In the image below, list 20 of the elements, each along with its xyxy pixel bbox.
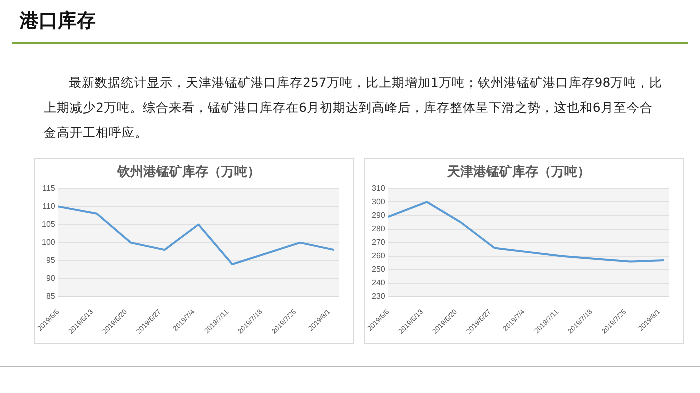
text: 港口库存: [20, 9, 96, 34]
y-tick-label: 310: [372, 184, 386, 193]
y-tick-label: 240: [372, 278, 386, 288]
y-tick-label: 100: [42, 238, 56, 248]
y-tick-label: 115: [42, 184, 56, 193]
y-tick-label: 90: [46, 274, 56, 284]
y-tick-label: 290: [372, 210, 386, 220]
y-tick-label: 300: [372, 197, 386, 206]
chart-title: 钦州港锰矿库存（万吨）: [116, 164, 260, 180]
y-tick-label: 250: [372, 265, 386, 274]
y-tick-label: 110: [42, 202, 56, 211]
y-tick-label: 95: [46, 256, 56, 266]
chart-title: 天津港锰矿库存（万吨）: [446, 164, 590, 180]
y-tick-label: 280: [372, 224, 386, 234]
y-tick-label: 105: [42, 220, 56, 229]
text: 最新数据统计显示，天津港锰矿港口库存257万吨，比上期增加1万吨；钦州港锰矿港口库存98万吨，比上期减少2万吨。综合来看，锰矿港口库存在6月初期达到高峰后，库存整体呈下滑之势，这也和6月至今合金高开工相呼应。: [44, 74, 664, 142]
y-tick-label: 270: [372, 238, 386, 248]
y-tick-label: 230: [372, 292, 386, 302]
y-tick-label: 85: [46, 292, 56, 302]
y-tick-label: 260: [372, 252, 386, 261]
